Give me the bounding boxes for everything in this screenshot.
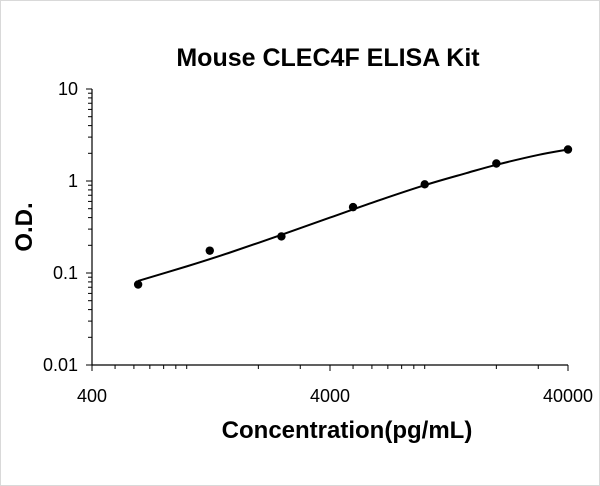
data-point	[492, 159, 501, 168]
x-tick-label: 40000	[543, 386, 593, 406]
x-tick-label: 400	[77, 386, 107, 406]
y-tick-label: 10	[58, 79, 78, 99]
y-tick-label: 0.1	[53, 263, 78, 283]
data-point	[348, 202, 358, 212]
data-point	[563, 145, 573, 154]
y-axis-title: O.D.	[11, 202, 38, 251]
x-tick-label: 4000	[310, 386, 350, 406]
data-point	[420, 180, 429, 189]
axes: 0.01 0.1 1 10 400 4000 40000	[43, 79, 593, 406]
data-point	[277, 232, 286, 241]
data-point	[133, 280, 143, 289]
data-points-layer	[133, 145, 573, 289]
y-tick-label: 0.01	[43, 355, 78, 375]
x-axis-title: Concentration(pg/mL)	[222, 417, 473, 444]
chart-title: Mouse CLEC4F ELISA Kit	[176, 44, 480, 72]
fit-curve	[137, 148, 569, 282]
fit-curve-layer	[137, 148, 569, 282]
data-point	[205, 246, 214, 255]
y-tick-label: 1	[68, 171, 78, 191]
